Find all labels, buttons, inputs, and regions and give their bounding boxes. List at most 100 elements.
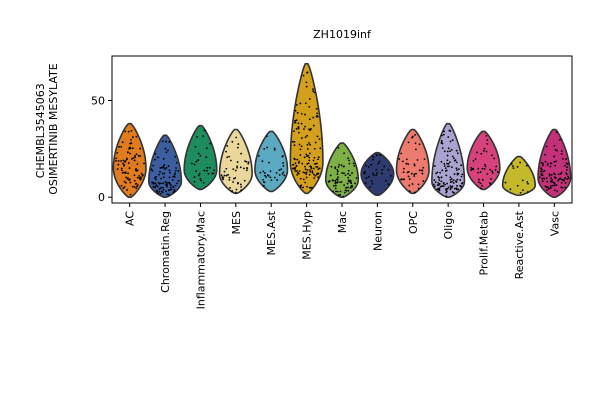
data-point [308, 156, 311, 159]
data-point [470, 166, 473, 169]
data-point [449, 176, 452, 179]
y-tick-label: 50 [91, 94, 105, 107]
data-point [308, 186, 311, 189]
data-point [567, 177, 570, 180]
data-point [133, 186, 136, 188]
data-point [120, 145, 123, 148]
data-point [556, 190, 559, 193]
data-point [450, 149, 453, 151]
data-point [121, 172, 124, 174]
data-point [548, 173, 551, 176]
data-point [162, 158, 165, 160]
data-point [343, 191, 346, 194]
data-point [433, 183, 435, 186]
data-point [163, 172, 166, 175]
data-point [273, 147, 276, 150]
data-point [160, 190, 163, 193]
data-point [445, 174, 448, 177]
data-point [407, 175, 410, 178]
data-point [565, 169, 568, 171]
data-point [554, 148, 557, 151]
data-point [280, 168, 283, 171]
data-point [136, 185, 138, 188]
data-point [228, 155, 231, 158]
data-point [352, 162, 355, 165]
data-point [541, 178, 544, 180]
data-point [120, 167, 123, 170]
data-point [541, 180, 544, 183]
data-point [139, 155, 142, 157]
data-point [413, 164, 416, 167]
data-point [560, 186, 563, 189]
data-point [157, 181, 160, 184]
data-point [237, 181, 239, 184]
data-point [165, 167, 168, 169]
data-point [159, 171, 161, 173]
data-point [299, 102, 302, 105]
data-point [263, 147, 266, 150]
data-point [348, 159, 350, 162]
data-point [235, 188, 238, 191]
data-point [367, 165, 370, 168]
data-point [456, 169, 458, 171]
data-point [385, 179, 387, 182]
data-point [451, 185, 454, 188]
data-point [154, 152, 157, 155]
data-point [168, 182, 171, 185]
data-point [345, 186, 348, 189]
data-point [304, 113, 306, 116]
data-point [197, 174, 200, 177]
data-point [461, 173, 464, 176]
data-point [336, 178, 339, 180]
data-point [519, 161, 522, 164]
data-point [311, 171, 314, 174]
data-point [459, 184, 462, 187]
data-point [340, 164, 343, 167]
data-point [493, 157, 496, 160]
data-point [153, 176, 156, 179]
data-point [173, 176, 176, 178]
data-point [334, 184, 337, 187]
data-point [316, 112, 318, 115]
data-point [299, 177, 302, 180]
data-point [309, 143, 311, 146]
data-point [375, 174, 378, 176]
data-point [556, 149, 558, 152]
chart-title: ZH1019inf [313, 28, 372, 41]
data-point [566, 178, 569, 181]
data-point [309, 170, 312, 173]
data-point [560, 153, 563, 155]
data-point [549, 162, 552, 165]
data-point [317, 172, 320, 175]
data-point [381, 168, 384, 171]
data-point [489, 168, 492, 171]
data-point [267, 175, 270, 177]
data-point [120, 184, 123, 187]
data-point [227, 173, 229, 176]
data-point [225, 150, 227, 153]
data-point [482, 150, 485, 152]
data-point [443, 162, 446, 165]
x-tick-label: Neuron [371, 211, 384, 251]
data-point [335, 190, 337, 193]
data-point [485, 134, 488, 137]
data-point [439, 185, 442, 188]
data-point [165, 183, 167, 186]
data-point [442, 185, 445, 188]
data-point [349, 179, 352, 182]
data-point [315, 166, 318, 168]
data-point [308, 142, 310, 144]
data-point [454, 159, 457, 162]
data-point [405, 158, 408, 161]
data-point [124, 130, 127, 133]
data-point [559, 138, 561, 141]
data-point [309, 129, 311, 132]
data-point [306, 134, 309, 137]
data-point [306, 185, 309, 188]
data-point [363, 170, 366, 173]
data-point [138, 177, 141, 179]
data-point [549, 165, 552, 168]
data-point [371, 182, 374, 185]
data-point [346, 182, 349, 185]
data-point [344, 174, 347, 177]
